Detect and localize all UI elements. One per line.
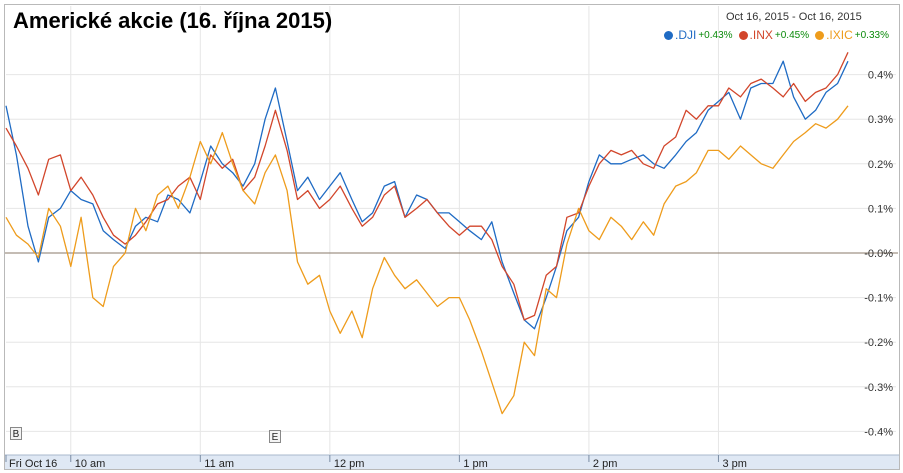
- x-tick-label: 2 pm: [593, 458, 617, 470]
- y-tick-label: 0.3%: [868, 114, 893, 126]
- legend: .DJI +0.43% .INX +0.45% .IXIC +0.33%: [664, 28, 889, 42]
- axis-layer: [5, 252, 899, 469]
- y-tick-label: -0.0%: [864, 248, 893, 260]
- y-tick-label: 0.4%: [868, 70, 893, 82]
- legend-series-change: +0.33%: [854, 29, 889, 41]
- legend-series-name: .INX: [749, 28, 773, 42]
- legend-dot-icon: [815, 30, 825, 40]
- chart-frame: [4, 4, 900, 470]
- legend-series-change: +0.45%: [774, 29, 810, 41]
- y-tick-label: 0.2%: [868, 159, 893, 171]
- x-tick-label: 3 pm: [722, 458, 746, 470]
- time-axis-bar: [5, 455, 899, 469]
- chart-title: Americké akcie (16. října 2015): [13, 8, 333, 33]
- flag-marker-e[interactable]: E: [269, 430, 281, 443]
- legend-dot-icon: [738, 30, 748, 40]
- legend-item-ixic[interactable]: .IXIC +0.33%: [815, 28, 889, 42]
- y-tick-labels: 0.4% 0.3% 0.2% 0.1% -0.0% -0.1% -0.2% -0.3% -0.4…: [864, 70, 893, 439]
- x-tick-label: 10 am: [75, 458, 106, 470]
- legend-dot-icon: [664, 30, 673, 40]
- series-line-inx: [5, 52, 849, 321]
- x-tick-label: 12 pm: [334, 458, 365, 470]
- legend-series-name: .IXIC: [826, 28, 853, 42]
- series-line-ixic: [5, 105, 849, 415]
- y-tick-label: 0.1%: [868, 203, 893, 215]
- y-tick-label: -0.3%: [864, 382, 893, 394]
- flag-marker-b[interactable]: B: [10, 427, 22, 440]
- y-tick-label: -0.1%: [864, 293, 893, 305]
- legend-item-inx[interactable]: .INX +0.45%: [738, 28, 810, 42]
- x-tick-label: Fri Oct 16: [9, 458, 57, 470]
- legend-series-change: +0.43%: [698, 29, 733, 41]
- y-tick-label: -0.2%: [864, 337, 893, 349]
- y-tick-label: -0.4%: [864, 426, 893, 438]
- x-tick-label: 11 am: [204, 458, 234, 470]
- x-tick-labels: Fri Oct 16 10 am 11 am 12 pm 1 pm 2 pm 3 pm: [9, 458, 747, 470]
- legend-series-name: .DJI: [675, 28, 697, 42]
- date-range: Oct 16, 2015 - Oct 16, 2015: [726, 11, 862, 23]
- series-layer: [5, 52, 849, 415]
- legend-item-dji[interactable]: .DJI +0.43%: [664, 28, 733, 42]
- grid-layer: [6, 6, 896, 454]
- x-tick-label: 1 pm: [463, 458, 487, 470]
